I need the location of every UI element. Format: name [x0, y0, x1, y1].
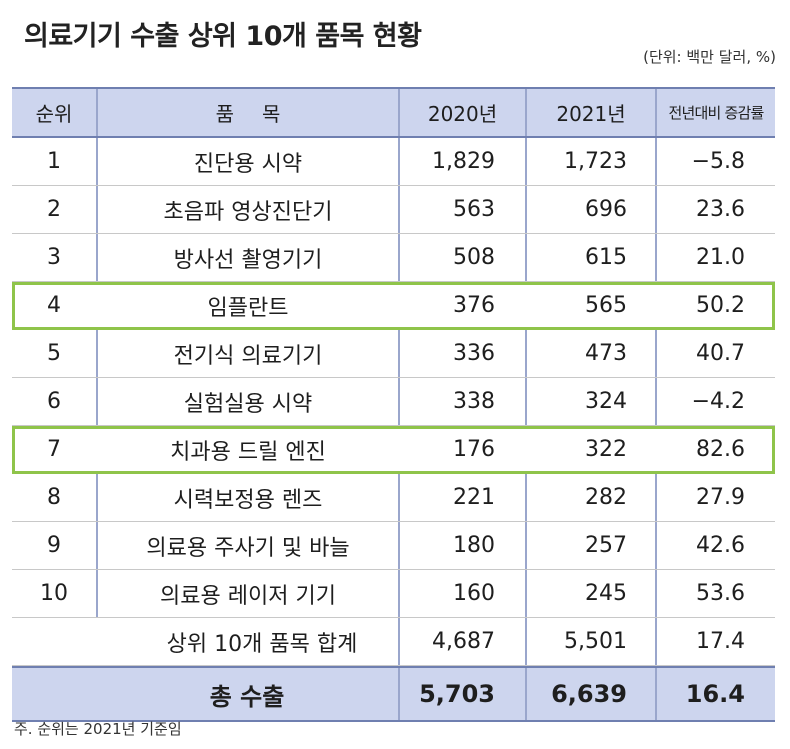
value-2020-cell: 338 — [398, 378, 525, 425]
table-row: 2 초음파 영상진단기 563 696 23.6 — [12, 186, 775, 234]
value-2020-cell: 180 — [398, 522, 525, 569]
item-cell: 방사선 촬영기기 — [96, 234, 398, 281]
table-row: 7 치과용 드릴 엔진 176 322 82.6 — [12, 426, 775, 474]
rank-cell: 10 — [40, 581, 68, 606]
total-change: 16.4 — [655, 668, 775, 720]
value-2020-cell: 508 — [398, 234, 525, 281]
rank-cell: 3 — [47, 245, 61, 270]
item-cell: 진단용 시약 — [96, 138, 398, 185]
table-row: 8 시력보정용 렌즈 221 282 27.9 — [12, 474, 775, 522]
header-item-label: 품목 — [215, 102, 309, 126]
header-2021: 2021년 — [525, 89, 655, 136]
value-2020-cell: 221 — [398, 474, 525, 521]
change-cell: 42.6 — [655, 522, 775, 569]
item-cell: 의료용 레이저 기기 — [96, 570, 398, 617]
change-cell: 53.6 — [655, 570, 775, 617]
rank-cell: 9 — [47, 533, 61, 558]
change-cell: 50.2 — [696, 293, 745, 318]
item-cell: 전기식 의료기기 — [96, 330, 398, 377]
subtotal-change: 17.4 — [655, 618, 775, 665]
footnote: 주. 순위는 2021년 기준임 — [14, 720, 182, 738]
table-row: 10 의료용 레이저 기기 160 245 53.6 — [12, 570, 775, 618]
table-row: 5 전기식 의료기기 336 473 40.7 — [12, 330, 775, 378]
header-change: 전년대비 증감률 — [655, 89, 775, 136]
total-label: 총 수출 — [209, 682, 285, 711]
item-cell: 시력보정용 렌즈 — [96, 474, 398, 521]
value-2021-cell: 322 — [585, 437, 627, 462]
subtotal-row: 상위 10개 품목 합계 4,687 5,501 17.4 — [12, 618, 775, 666]
subtotal-label: 상위 10개 품목 합계 — [166, 631, 358, 657]
total-rank-cell — [12, 668, 96, 720]
total-row: 총 수출 5,703 6,639 16.4 — [12, 666, 775, 722]
value-2021-cell: 1,723 — [525, 138, 655, 185]
change-cell: 27.9 — [655, 474, 775, 521]
total-2020: 5,703 — [398, 668, 525, 720]
change-cell: −4.2 — [655, 378, 775, 425]
table-body: 1 진단용 시약 1,829 1,723 −5.8 2 초음파 영상진단기 563 696 23.… — [12, 138, 775, 618]
rank-cell: 7 — [47, 437, 61, 462]
change-cell: 40.7 — [655, 330, 775, 377]
rank-cell: 5 — [47, 341, 61, 366]
change-cell: 82.6 — [696, 437, 745, 462]
table-header-row: 순위 품목 2020년 2021년 전년대비 증감률 — [12, 87, 775, 138]
rank-cell: 8 — [47, 485, 61, 510]
item-cell: 실험실용 시약 — [96, 378, 398, 425]
value-2021-cell: 282 — [525, 474, 655, 521]
value-2020-cell: 176 — [453, 437, 495, 462]
table-row: 4 임플란트 376 565 50.2 — [12, 282, 775, 330]
value-2021-cell: 324 — [525, 378, 655, 425]
unit-note: (단위: 백만 달러, %) — [643, 48, 776, 66]
item-cell: 임플란트 — [207, 295, 289, 321]
table-row: 3 방사선 촬영기기 508 615 21.0 — [12, 234, 775, 282]
value-2021-cell: 473 — [525, 330, 655, 377]
value-2021-cell: 615 — [525, 234, 655, 281]
subtotal-2021: 5,501 — [525, 618, 655, 665]
value-2020-cell: 376 — [453, 293, 495, 318]
header-item: 품목 — [96, 89, 398, 136]
table-row: 9 의료용 주사기 및 바늘 180 257 42.6 — [12, 522, 775, 570]
item-cell: 의료용 주사기 및 바늘 — [96, 522, 398, 569]
table-title: 의료기기 수출 상위 10개 품목 현황 — [24, 21, 422, 52]
value-2021-cell: 696 — [525, 186, 655, 233]
change-cell: −5.8 — [655, 138, 775, 185]
value-2020-cell: 336 — [398, 330, 525, 377]
value-2020-cell: 160 — [398, 570, 525, 617]
rank-cell: 6 — [47, 389, 61, 414]
item-cell: 치과용 드릴 엔진 — [170, 439, 326, 465]
rank-cell: 2 — [47, 197, 61, 222]
header-rank: 순위 — [35, 102, 73, 126]
change-cell: 21.0 — [655, 234, 775, 281]
subtotal-2020: 4,687 — [398, 618, 525, 665]
rank-cell: 4 — [47, 293, 61, 318]
total-2021: 6,639 — [525, 668, 655, 720]
table-row: 6 실험실용 시약 338 324 −4.2 — [12, 378, 775, 426]
rank-cell: 1 — [47, 149, 61, 174]
export-table: 순위 품목 2020년 2021년 전년대비 증감률 1 진단용 시약 1,829 1… — [12, 87, 775, 722]
item-cell: 초음파 영상진단기 — [96, 186, 398, 233]
table-row: 1 진단용 시약 1,829 1,723 −5.8 — [12, 138, 775, 186]
value-2021-cell: 245 — [525, 570, 655, 617]
change-cell: 23.6 — [655, 186, 775, 233]
header-2020: 2020년 — [398, 89, 525, 136]
value-2021-cell: 257 — [525, 522, 655, 569]
value-2020-cell: 563 — [398, 186, 525, 233]
value-2021-cell: 565 — [585, 293, 627, 318]
subtotal-rank-cell — [12, 618, 96, 665]
value-2020-cell: 1,829 — [398, 138, 525, 185]
